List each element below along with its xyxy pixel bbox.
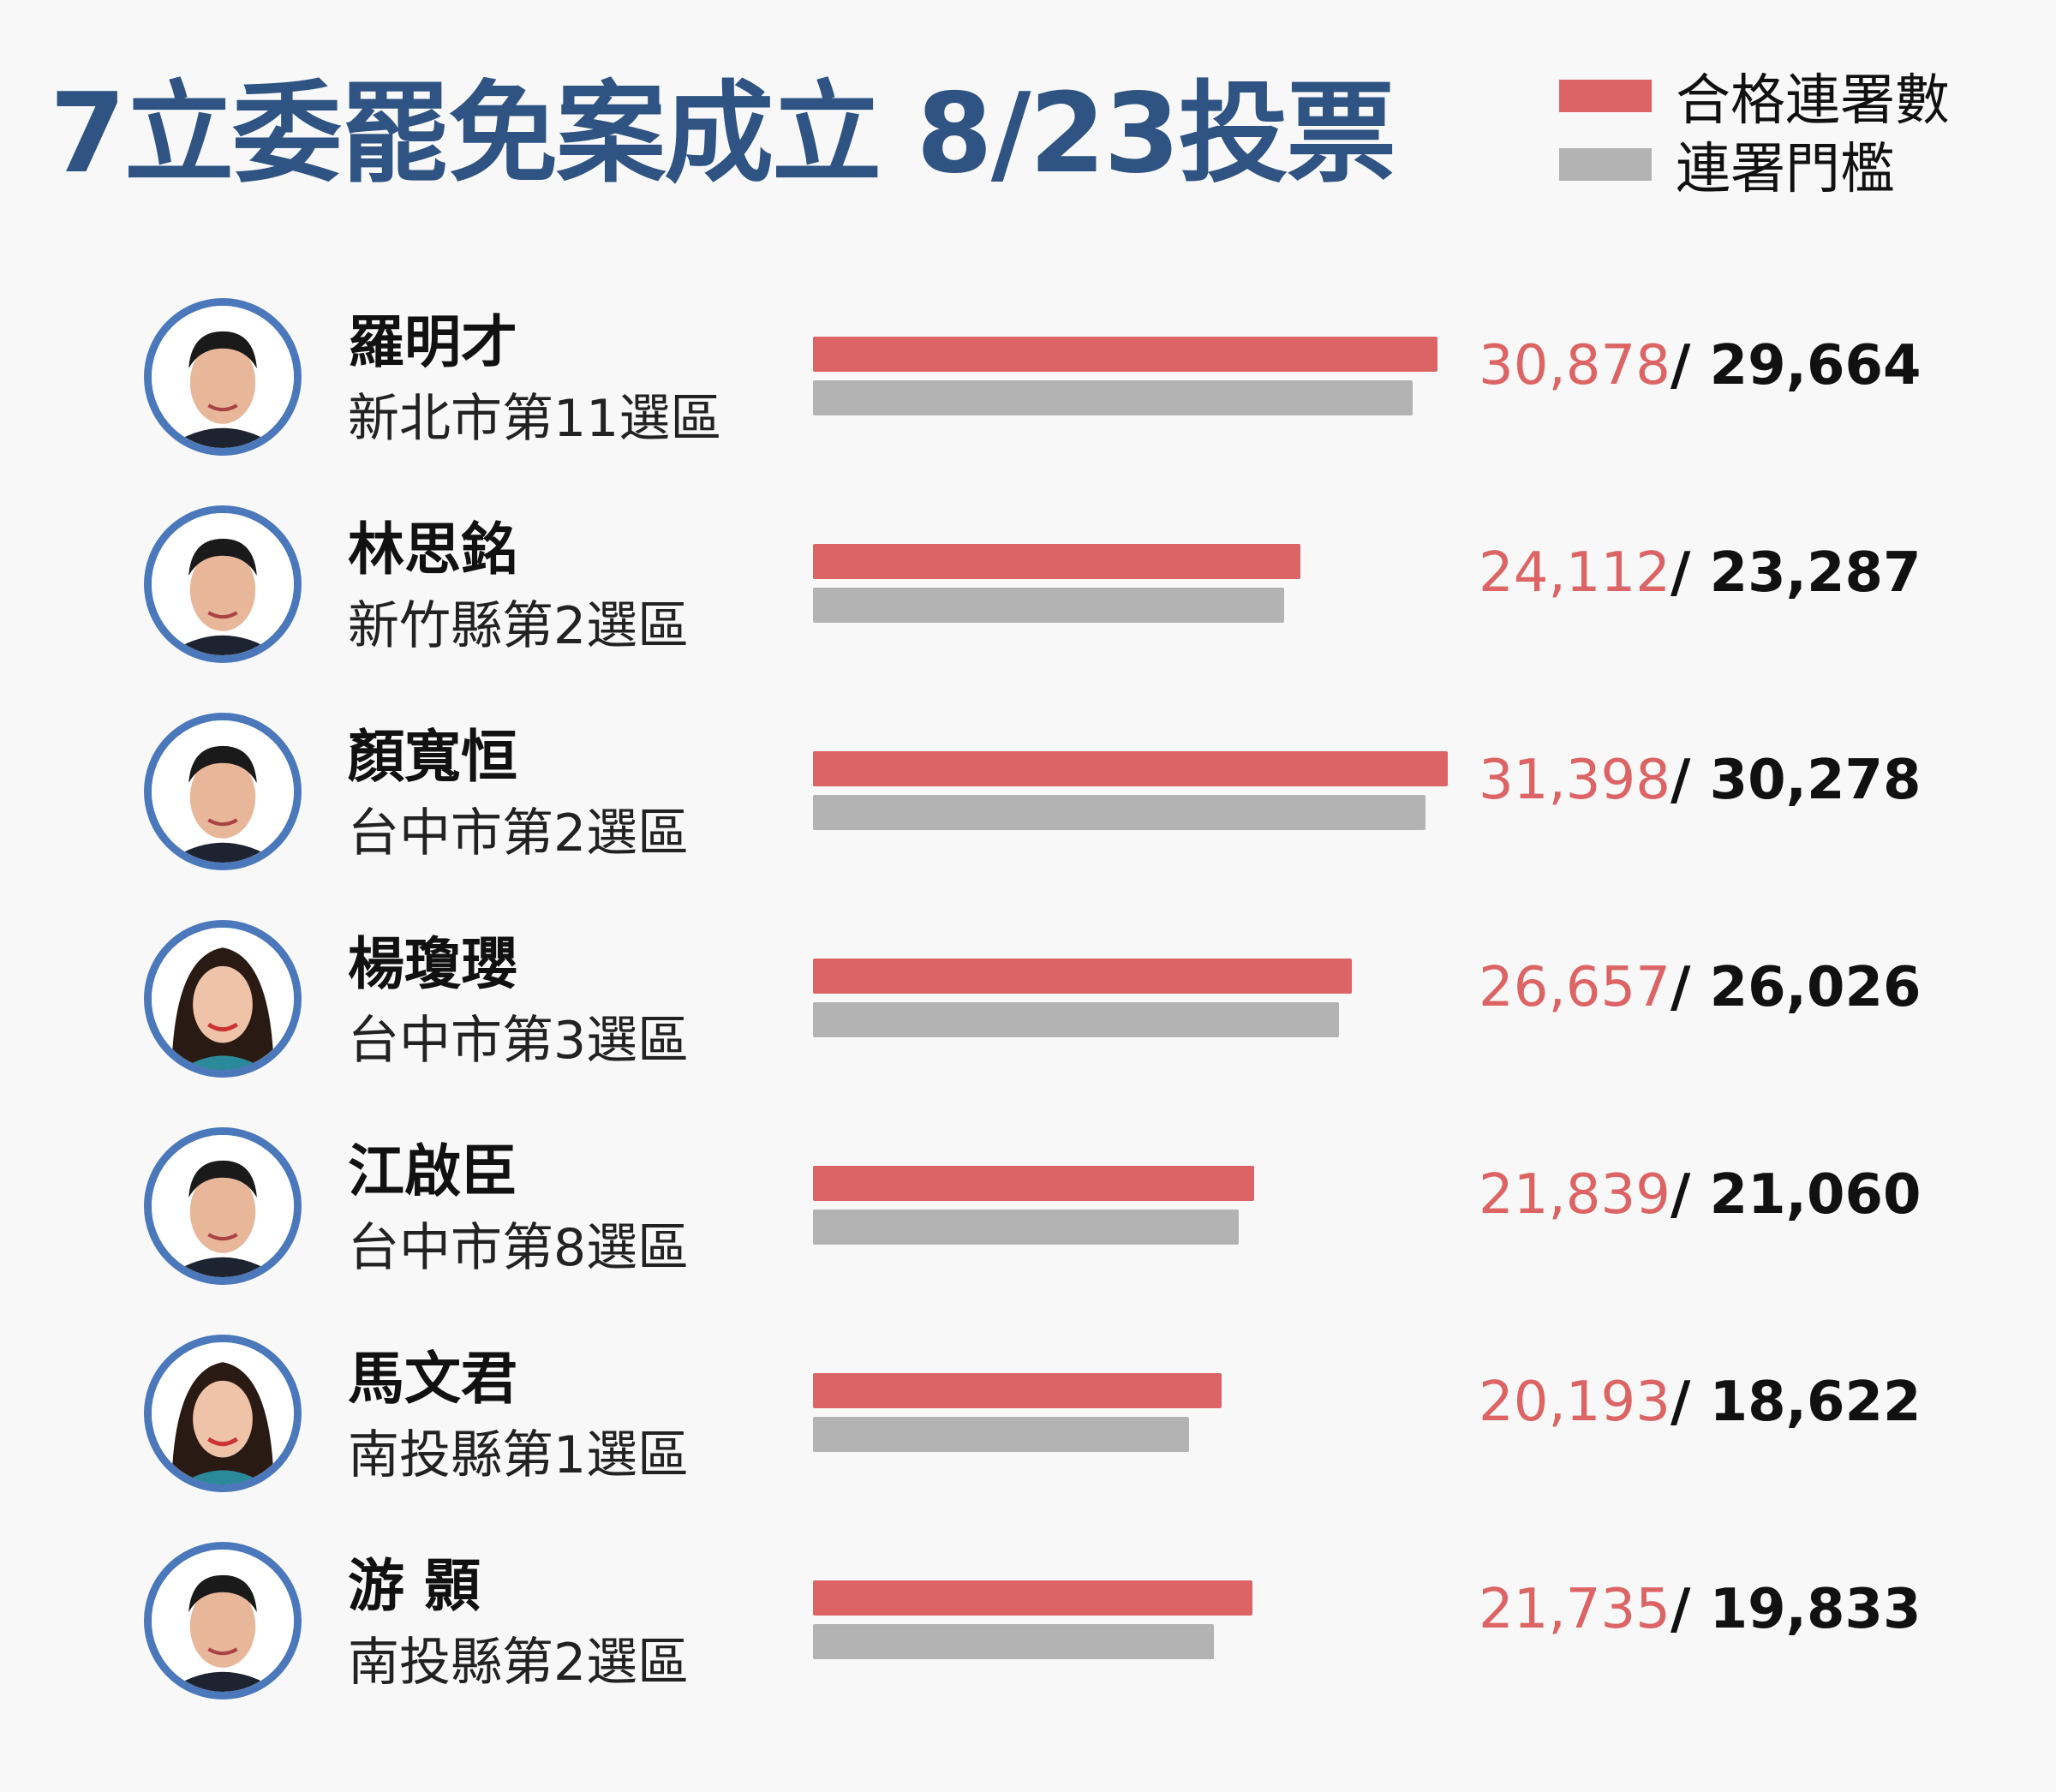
threshold-value-label: 29,664 [1709,334,1922,397]
value-labels: 24,112/ 23,287 [1479,541,1922,605]
candidate-row: 林思銘新竹縣第2選區 24,112/ 23,287 [0,487,2056,694]
candidate-avatar [144,505,302,663]
value-labels: 21,735/ 19,833 [1479,1578,1922,1641]
candidate-district: 台中市第2選區 [348,803,690,863]
legend: 合格連署數 連署門檻 [1559,62,1950,201]
candidate-avatar [144,1127,302,1285]
candidate-name: 林思銘 [348,517,517,582]
bar-signatures [813,959,1353,994]
signatures-value-label: 20,193 [1479,1371,1670,1434]
bar-threshold [813,1002,1340,1037]
legend-swatch-threshold [1559,148,1652,181]
value-labels: 26,657/ 26,026 [1479,956,1922,1019]
bar-signatures [813,337,1437,372]
value-separator: / [1670,956,1710,1019]
value-labels: 21,839/ 21,060 [1479,1163,1922,1227]
candidate-name: 游 顥 [348,1553,481,1619]
legend-label: 連署門檻 [1676,138,1895,201]
legend-item-threshold: 連署門檻 [1559,130,1950,201]
candidate-district: 新竹縣第2選區 [348,596,690,656]
bar-threshold [813,1624,1215,1659]
candidate-row: 顏寬恒台中市第2選區 31,398/ 30,278 [0,694,2056,901]
threshold-value-label: 19,833 [1709,1578,1922,1641]
candidate-row: 馬文君南投縣第1選區 20,193/ 18,622 [0,1316,2056,1523]
value-separator: / [1670,334,1710,397]
candidate-district: 南投縣第2選區 [348,1633,690,1693]
threshold-value-label: 26,026 [1709,956,1922,1019]
candidate-avatar [144,713,302,870]
value-separator: / [1670,1163,1710,1227]
bar-signatures [813,1580,1252,1616]
legend-swatch-signatures [1559,80,1652,112]
legend-label: 合格連署數 [1676,69,1950,133]
signatures-value-label: 21,735 [1479,1578,1670,1641]
candidate-district: 台中市第3選區 [348,1011,690,1071]
value-separator: / [1670,1371,1710,1434]
candidate-row: 羅明才新北市第11選區 30,878/ 29,664 [0,279,2056,487]
candidate-name: 羅明才 [348,309,517,375]
signatures-value-label: 24,112 [1479,541,1670,605]
candidate-name: 江啟臣 [348,1138,517,1204]
legend-item-signatures: 合格連署數 [1559,62,1950,133]
threshold-value-label: 18,622 [1709,1371,1922,1434]
bar-signatures [813,544,1301,579]
value-labels: 30,878/ 29,664 [1479,334,1922,397]
bar-threshold [813,1210,1240,1245]
signatures-value-label: 26,657 [1479,956,1670,1019]
bar-threshold [813,380,1414,415]
bar-threshold [813,795,1425,830]
candidate-avatar [144,920,302,1078]
candidate-avatar [144,1542,302,1699]
threshold-value-label: 21,060 [1709,1163,1922,1227]
signatures-value-label: 21,839 [1479,1163,1670,1227]
threshold-value-label: 23,287 [1709,541,1922,605]
candidate-name: 楊瓊瓔 [348,931,517,997]
bar-signatures [813,751,1448,786]
signatures-value-label: 30,878 [1479,334,1670,397]
value-labels: 31,398/ 30,278 [1479,749,1922,812]
candidate-avatar [144,1335,302,1492]
candidate-name: 馬文君 [348,1346,517,1412]
value-separator: / [1670,749,1710,812]
signatures-value-label: 31,398 [1479,749,1670,812]
candidate-row: 楊瓊瓔台中市第3選區 26,657/ 26,026 [0,901,2056,1108]
candidate-district: 台中市第8選區 [348,1218,690,1278]
bar-signatures [813,1373,1222,1408]
threshold-value-label: 30,278 [1709,749,1922,812]
candidate-avatar [144,298,302,456]
candidate-row: 游 顥南投縣第2選區 21,735/ 19,833 [0,1523,2056,1730]
value-labels: 20,193/ 18,622 [1479,1371,1922,1434]
candidate-district: 新北市第11選區 [348,389,722,449]
bar-threshold [813,588,1284,623]
bar-signatures [813,1166,1255,1201]
value-separator: / [1670,1578,1710,1641]
chart-title: 7立委罷免案成立 8/23投票 [50,70,1396,198]
candidate-district: 南投縣第1選區 [348,1425,690,1485]
candidate-row: 江啟臣台中市第8選區 21,839/ 21,060 [0,1108,2056,1316]
bar-threshold [813,1417,1190,1452]
candidate-name: 顏寬恒 [348,724,517,790]
value-separator: / [1670,541,1710,605]
